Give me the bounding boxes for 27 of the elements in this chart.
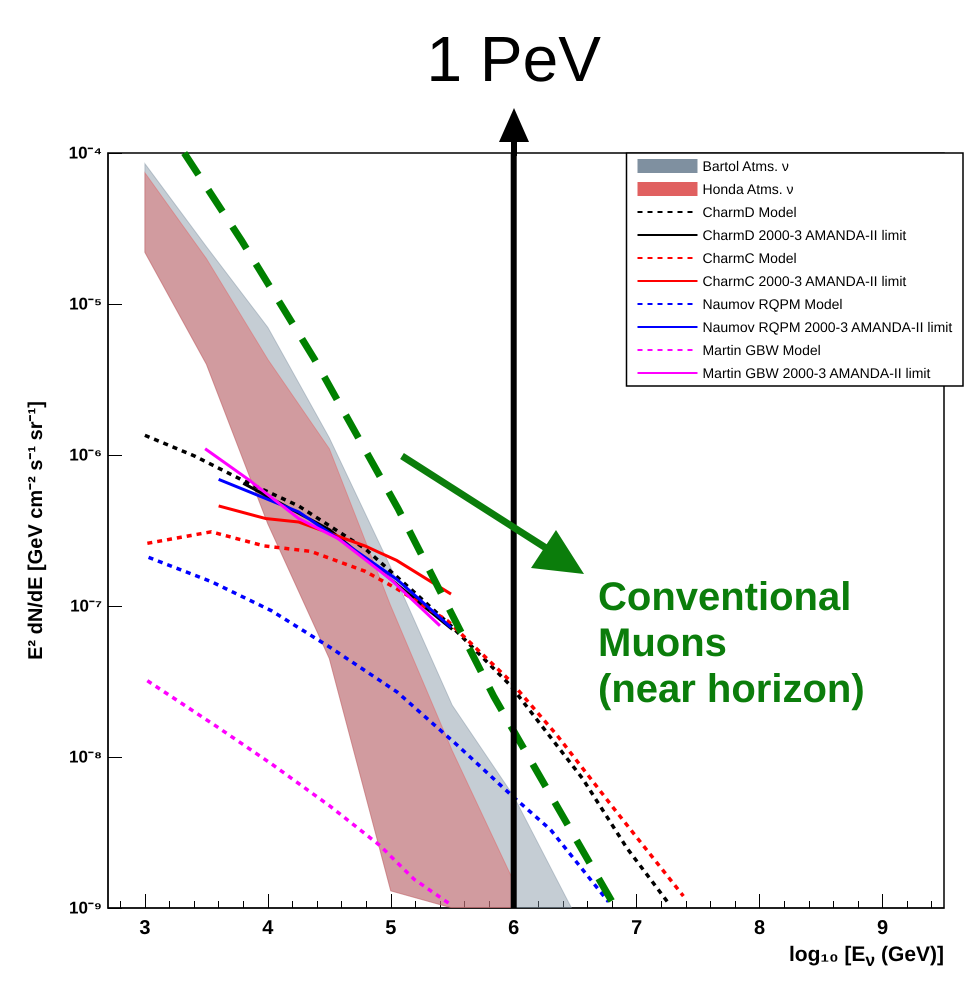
x-axis-title: log₁₀ [E$_{ν}$ (GeV)] xyxy=(788,943,944,972)
legend-label: CharmC Model xyxy=(702,250,797,266)
y-tick-label: 10⁻⁴ xyxy=(68,144,102,162)
x-tick-label: 5 xyxy=(385,917,396,939)
legend-label: Honda Atms. ν xyxy=(702,181,794,197)
ref-line-label: 1 PeV xyxy=(426,23,602,95)
legend-label: Naumov RQPM Model xyxy=(702,296,843,312)
x-tick-label: 7 xyxy=(631,917,642,939)
y-axis-title: E² dN/dE [GeV cm⁻² s⁻¹ sr⁻¹] xyxy=(25,401,47,660)
y-tick-label: 10⁻⁷ xyxy=(70,596,102,616)
x-tick-label: 8 xyxy=(754,917,766,939)
legend-label: CharmC 2000-3 AMANDA-II limit xyxy=(702,273,906,289)
y-tick-label: 10⁻⁹ xyxy=(69,898,102,918)
legend-label: Martin GBW 2000-3 AMANDA-II limit xyxy=(702,365,931,381)
annotation: Conventional Muons (near horizon) xyxy=(598,574,865,712)
legend-label: CharmD Model xyxy=(702,204,797,220)
y-tick-label: 10⁻⁸ xyxy=(69,748,102,766)
legend-label: Bartol Atms. ν xyxy=(702,158,789,174)
y-tick-label: 10⁻⁵ xyxy=(69,294,102,314)
x-tick-label: 3 xyxy=(139,917,150,939)
x-tick-label: 4 xyxy=(262,917,274,939)
legend-label: Martin GBW Model xyxy=(702,342,821,358)
x-tick-label: 6 xyxy=(508,917,520,939)
legend-label: Naumov RQPM 2000-3 AMANDA-II limit xyxy=(702,319,952,335)
x-tick-label: 9 xyxy=(876,917,888,939)
legend-label: CharmD 2000-3 AMANDA-II limit xyxy=(702,227,906,243)
y-tick-label: 10⁻⁶ xyxy=(69,446,102,464)
